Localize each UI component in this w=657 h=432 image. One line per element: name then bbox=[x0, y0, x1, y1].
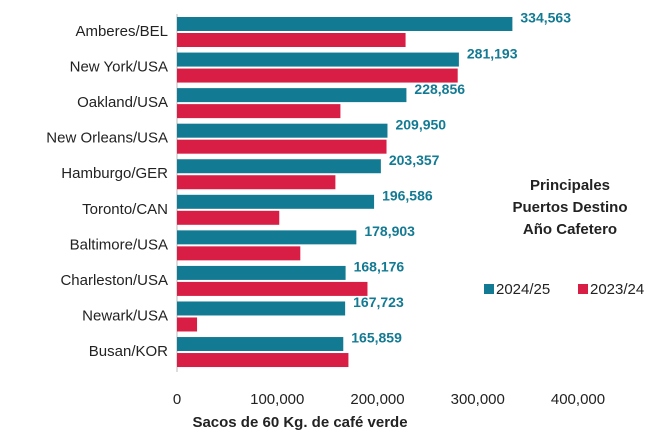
bar bbox=[177, 68, 458, 83]
value-label: 334,563 bbox=[520, 10, 571, 26]
x-tick-label: 300,000 bbox=[451, 391, 505, 408]
legend-label: 2024/25 bbox=[496, 281, 550, 298]
bar bbox=[177, 337, 344, 352]
y-tick-label: Newark/USA bbox=[82, 307, 168, 324]
y-tick-label: Busan/KOR bbox=[89, 343, 168, 360]
bar bbox=[177, 159, 381, 174]
bar bbox=[177, 52, 459, 67]
bar bbox=[177, 123, 388, 138]
annotation: Año Cafetero bbox=[523, 221, 617, 238]
value-label: 209,950 bbox=[395, 116, 446, 132]
y-tick-label: Baltimore/USA bbox=[70, 236, 168, 253]
value-label: 281,193 bbox=[467, 45, 518, 61]
x-axis-label: Sacos de 60 Kg. de café verde bbox=[192, 414, 407, 431]
y-tick-label: Amberes/BEL bbox=[75, 23, 168, 40]
y-tick-label: Oakland/USA bbox=[77, 94, 168, 111]
bar bbox=[177, 175, 336, 190]
y-tick-label: Hamburgo/GER bbox=[61, 165, 168, 182]
x-tick-label: 200,000 bbox=[350, 391, 404, 408]
x-tick-label: 0 bbox=[173, 391, 181, 408]
y-tick-label: New York/USA bbox=[70, 59, 168, 76]
value-label: 178,903 bbox=[364, 223, 415, 239]
bar bbox=[177, 17, 513, 31]
bar bbox=[177, 104, 341, 119]
bar bbox=[177, 194, 375, 209]
bar bbox=[177, 210, 280, 225]
legend-swatch bbox=[484, 284, 494, 294]
value-label: 167,723 bbox=[353, 294, 404, 310]
legend-label: 2023/24 bbox=[590, 281, 644, 298]
bar bbox=[177, 230, 357, 245]
bar bbox=[177, 33, 406, 47]
bar bbox=[177, 88, 407, 103]
annotation: Puertos Destino bbox=[512, 199, 627, 216]
value-label: 203,357 bbox=[389, 152, 440, 168]
value-label: 165,859 bbox=[351, 330, 402, 346]
value-label: 168,176 bbox=[354, 259, 405, 275]
x-tick-label: 400,000 bbox=[551, 391, 605, 408]
bar bbox=[177, 139, 387, 154]
bar bbox=[177, 265, 346, 280]
bar bbox=[177, 317, 198, 332]
legend-swatch bbox=[578, 284, 588, 294]
annotation: Principales bbox=[530, 177, 610, 194]
value-label: 196,586 bbox=[382, 188, 433, 204]
y-tick-label: Charleston/USA bbox=[60, 272, 168, 289]
bar bbox=[177, 246, 301, 261]
bar bbox=[177, 281, 368, 296]
bar bbox=[177, 301, 346, 316]
value-label: 228,856 bbox=[414, 81, 465, 97]
x-tick-label: 100,000 bbox=[250, 391, 304, 408]
y-tick-label: New Orleans/USA bbox=[46, 130, 168, 147]
bar bbox=[177, 353, 349, 368]
y-tick-label: Toronto/CAN bbox=[82, 201, 168, 218]
